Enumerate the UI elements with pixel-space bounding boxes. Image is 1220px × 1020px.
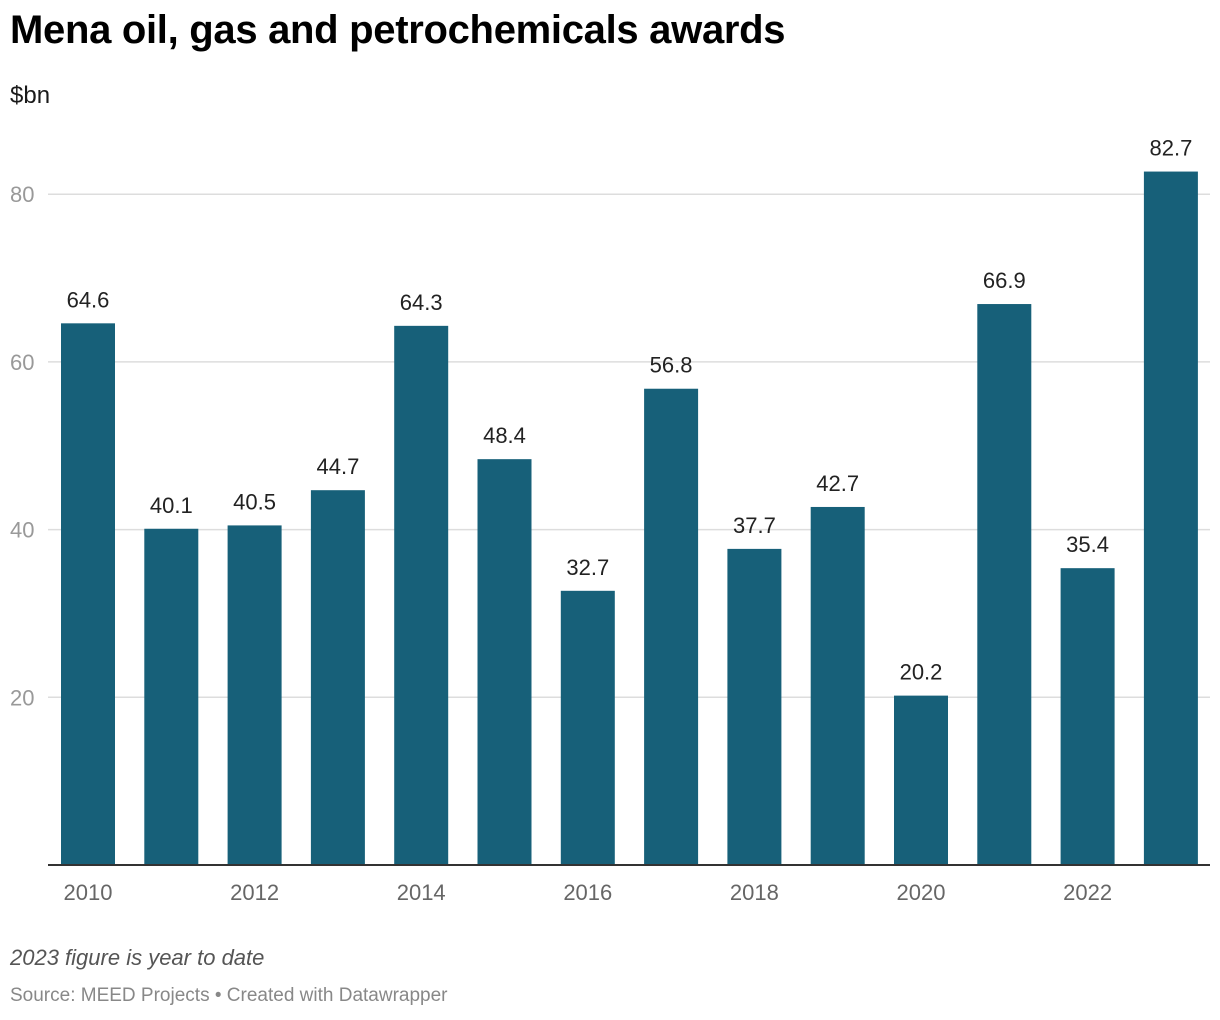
x-tick-label: 2022 — [1063, 880, 1112, 905]
x-tick-label: 2014 — [397, 880, 446, 905]
chart-title: Mena oil, gas and petrochemicals awards — [10, 8, 786, 52]
value-label-2011: 40.1 — [150, 493, 193, 518]
value-label-2014: 64.3 — [400, 290, 443, 315]
y-tick-label: 80 — [10, 182, 34, 207]
y-tick-label: 20 — [10, 685, 34, 710]
bar-2016 — [560, 590, 615, 865]
value-label-2019: 42.7 — [816, 471, 859, 496]
bar-2019 — [810, 506, 865, 865]
chart-footer: Source: MEED Projects • Created with Dat… — [10, 985, 448, 1007]
value-label-2021: 66.9 — [983, 268, 1026, 293]
bars — [61, 171, 1198, 866]
value-label-2018: 37.7 — [733, 513, 776, 538]
value-label-2020: 20.2 — [900, 660, 943, 685]
bar-2022 — [1060, 568, 1115, 865]
x-tick-label: 2020 — [897, 880, 946, 905]
bar-2023 — [1143, 171, 1198, 866]
bar-2020 — [894, 695, 948, 865]
source-text: Source: MEED Projects — [10, 985, 210, 1006]
bar-2010 — [61, 323, 115, 866]
bar-2014 — [394, 325, 449, 866]
value-label-2015: 48.4 — [483, 423, 526, 448]
x-tick-label: 2010 — [64, 880, 113, 905]
bar-2013 — [310, 490, 365, 865]
bar-2018 — [727, 548, 782, 865]
bar-2017 — [644, 388, 699, 865]
axes: 20 40 60 80 2010 2012 2014 2016 2018 2020 2022 — [10, 182, 1210, 905]
value-label-2023: 82.7 — [1149, 136, 1192, 161]
value-label-2016: 32.7 — [566, 555, 609, 580]
value-label-2012: 40.5 — [233, 489, 276, 514]
bar-2021 — [977, 304, 1032, 866]
chart-subtitle: $bn — [10, 82, 51, 109]
footer-separator: • — [214, 985, 222, 1006]
y-tick-label: 40 — [10, 518, 34, 543]
credit-text: Created with Datawrapper — [226, 985, 448, 1006]
bar-2011 — [144, 528, 199, 865]
gridlines — [48, 193, 1210, 699]
bar-chart: 64.6 40.1 40.5 44.7 64.3 48.4 32.7 56.8 37.7 42.7… — [10, 136, 1210, 905]
x-tick-label: 2016 — [563, 880, 612, 905]
value-label-2022: 35.4 — [1066, 532, 1109, 557]
chart-note: 2023 figure is year to date — [10, 945, 265, 970]
bar-2015 — [477, 459, 532, 865]
value-labels: 64.6 40.1 40.5 44.7 64.3 48.4 32.7 56.8 37.7 42.7… — [67, 136, 1193, 685]
value-label-2010: 64.6 — [67, 287, 110, 312]
value-label-2013: 44.7 — [316, 454, 359, 479]
x-tick-label: 2012 — [230, 880, 279, 905]
x-tick-label: 2018 — [730, 880, 779, 905]
bar-2012 — [227, 525, 282, 865]
value-label-2017: 56.8 — [650, 353, 693, 378]
y-tick-label: 60 — [10, 350, 34, 375]
